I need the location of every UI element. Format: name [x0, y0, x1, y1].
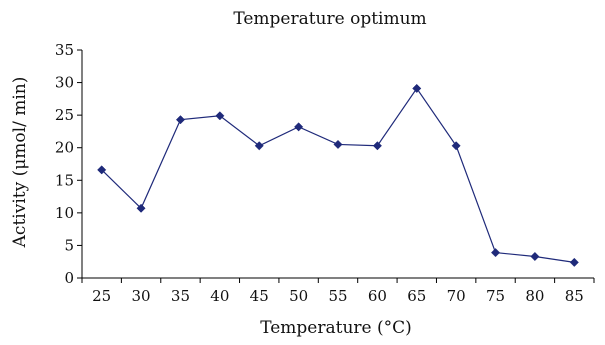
- data-point-marker: [136, 203, 146, 213]
- data-point-marker: [530, 251, 540, 262]
- data-point-marker: [333, 139, 343, 150]
- x-tick-label: 60: [368, 287, 387, 305]
- series-group: [97, 83, 579, 267]
- data-point-marker: [97, 165, 107, 175]
- y-tick-label: 35: [55, 41, 74, 59]
- y-tick-label: 0: [64, 269, 74, 287]
- y-axis-ticks: 0 5 10 15 20 25 30 35: [55, 41, 82, 287]
- y-axis-label: Activity (μmol/ min): [10, 77, 30, 249]
- y-tick-label: 25: [55, 106, 74, 124]
- chart-title: Temperature optimum: [233, 9, 426, 29]
- x-tick-label: 45: [250, 287, 269, 305]
- data-point-marker: [490, 248, 501, 258]
- y-tick-label: 15: [55, 171, 74, 189]
- x-axis-ticks: 25 30 35 40 45 50 55 60 65 70 75 80 85: [81, 278, 595, 305]
- x-tick-label: 70: [447, 287, 466, 305]
- x-tick-label: 80: [525, 287, 544, 305]
- x-axis-label: Temperature (°C): [260, 318, 412, 338]
- x-tick-label: 30: [132, 287, 151, 305]
- x-tick-label: 75: [486, 287, 505, 305]
- x-tick-label: 65: [407, 287, 426, 305]
- data-point-marker: [175, 115, 186, 125]
- x-tick-label: 55: [328, 287, 347, 305]
- data-point-marker: [372, 141, 382, 151]
- x-tick-label: 35: [171, 287, 190, 305]
- data-point-marker: [294, 122, 304, 132]
- axes: [81, 50, 594, 279]
- data-point-marker: [569, 257, 579, 267]
- x-tick-label: 50: [289, 287, 308, 305]
- data-point-marker: [254, 141, 264, 151]
- series-line: [101, 87, 575, 263]
- data-point-marker: [412, 83, 422, 93]
- x-tick-label: 25: [92, 287, 111, 305]
- y-tick-label: 10: [55, 204, 74, 222]
- x-tick-label: 85: [565, 287, 584, 305]
- data-point-marker: [451, 141, 461, 151]
- y-tick-label: 30: [55, 74, 74, 92]
- y-tick-label: 5: [64, 236, 74, 254]
- data-point-marker: [215, 111, 225, 121]
- x-tick-label: 40: [210, 287, 229, 305]
- y-tick-label: 20: [55, 139, 74, 157]
